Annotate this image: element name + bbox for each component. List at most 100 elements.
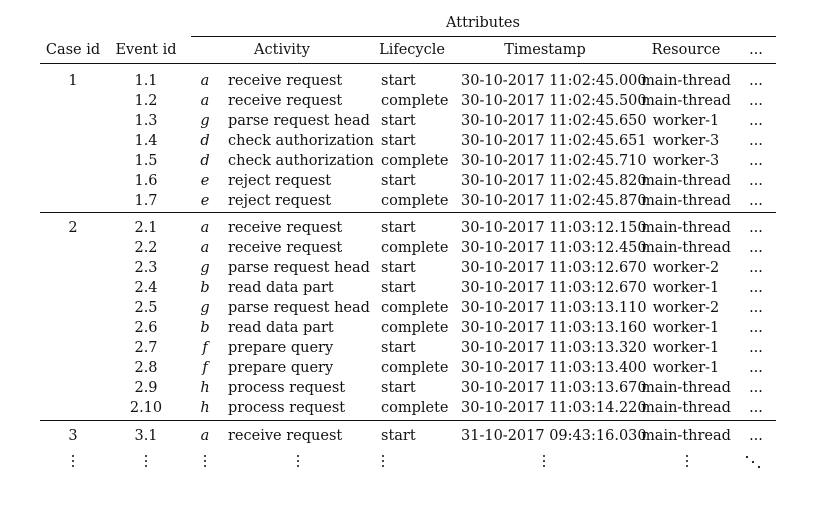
event-id-cell: 1.7 [134,193,158,209]
event-id-cell: 2.6 [134,320,158,336]
event-id-cell: 2.5 [134,300,158,316]
resource-cell: worker-1 [652,340,720,356]
col-header-activity: Activity [254,42,310,58]
event-id-cell: 2.9 [134,380,158,396]
timestamp-cell: 30-10-2017 11:02:45.710 [461,153,647,169]
lifecycle-cell: complete [381,93,449,109]
event-id-cell: 1.2 [134,93,158,109]
diagonal-ellipsis [745,455,761,469]
more-cell: ... [749,340,763,356]
activity-cell: receive request [228,240,343,256]
resource-cell: worker-2 [652,260,720,276]
lifecycle-cell: start [381,173,416,189]
lifecycle-cell: complete [381,320,449,336]
activity-cell: read data part [228,280,334,296]
timestamp-cell: 30-10-2017 11:03:13.160 [461,320,647,336]
activity-cell: receive request [228,220,343,236]
resource-cell: main-thread [641,240,731,256]
timestamp-cell: 30-10-2017 11:03:12.150 [461,220,647,236]
more-cell: ... [749,300,763,316]
activity-cell: reject request [228,173,332,189]
activity-cell: receive request [228,73,343,89]
timestamp-cell: 31-10-2017 09:43:16.030 [461,428,647,444]
lifecycle-cell: start [381,260,416,276]
more-cell: ... [749,133,763,149]
more-cell: ... [749,360,763,376]
activity-cell: read data part [228,320,334,336]
more-cell: ... [749,93,763,109]
more-cell: ... [749,73,763,89]
event-id-cell: 1.6 [134,173,158,189]
resource-cell: worker-1 [652,360,720,376]
col-header-resource: Resource [651,42,721,58]
activity-cell: prepare query [228,340,334,356]
lifecycle-cell: start [381,133,416,149]
event-id-cell: 1.4 [134,133,158,149]
lifecycle-cell: start [381,280,416,296]
timestamp-cell: 30-10-2017 11:02:45.651 [461,133,647,149]
more-cell: ... [749,240,763,256]
activity-code-cell: e [200,193,210,209]
activity-code-cell: g [200,260,210,276]
event-id-cell: 1.1 [134,73,158,89]
more-cell: ... [749,220,763,236]
vertical-ellipsis-activity [296,455,300,470]
activity-cell: parse request head [228,113,370,129]
resource-cell: main-thread [641,173,731,189]
activity-cell: parse request head [228,300,370,316]
activity-cell: process request [228,380,346,396]
activity-cell: receive request [228,428,343,444]
lifecycle-cell: start [381,428,416,444]
activity-code-cell: a [200,240,210,256]
resource-cell: worker-2 [652,300,720,316]
header-rule [40,63,776,64]
resource-cell: main-thread [641,93,731,109]
timestamp-cell: 30-10-2017 11:03:12.670 [461,260,647,276]
col-header-timestamp: Timestamp [504,42,586,58]
resource-cell: worker-3 [652,153,720,169]
lifecycle-cell: start [381,113,416,129]
timestamp-cell: 30-10-2017 11:03:13.320 [461,340,647,356]
col-header-lifecycle: Lifecycle [379,42,445,58]
timestamp-cell: 30-10-2017 11:02:45.650 [461,113,647,129]
case-id-cell: 1 [68,73,78,89]
case-separator-rule [40,420,776,421]
activity-code-cell: h [200,380,210,396]
resource-cell: main-thread [641,400,731,416]
timestamp-cell: 30-10-2017 11:02:45.820 [461,173,647,189]
case-separator-rule [40,212,776,213]
event-id-cell: 2.10 [129,400,163,416]
resource-cell: main-thread [641,428,731,444]
more-cell: ... [749,428,763,444]
timestamp-cell: 30-10-2017 11:02:45.500 [461,93,647,109]
activity-code-cell: h [200,400,210,416]
activity-code-cell: a [200,93,210,109]
timestamp-cell: 30-10-2017 11:02:45.870 [461,193,647,209]
timestamp-cell: 30-10-2017 11:03:13.670 [461,380,647,396]
more-cell: ... [749,113,763,129]
col-header-event-id: Event id [115,42,177,58]
resource-cell: main-thread [641,73,731,89]
event-id-cell: 2.1 [134,220,158,236]
attributes-header: Attributes [446,15,520,31]
lifecycle-cell: complete [381,300,449,316]
vertical-ellipsis-code [203,455,207,470]
more-cell: ... [749,280,763,296]
resource-cell: main-thread [641,193,731,209]
activity-cell: reject request [228,193,332,209]
activity-cell: receive request [228,93,343,109]
event-id-cell: 2.7 [134,340,158,356]
event-id-cell: 1.5 [134,153,158,169]
more-cell: ... [749,260,763,276]
event-id-cell: 3.1 [134,428,158,444]
timestamp-cell: 30-10-2017 11:03:12.450 [461,240,647,256]
resource-cell: main-thread [641,220,731,236]
lifecycle-cell: start [381,220,416,236]
activity-cell: process request [228,400,346,416]
timestamp-cell: 30-10-2017 11:03:14.220 [461,400,647,416]
resource-cell: worker-1 [652,320,720,336]
timestamp-cell: 30-10-2017 11:03:13.110 [461,300,647,316]
timestamp-cell: 30-10-2017 11:03:13.400 [461,360,647,376]
lifecycle-cell: complete [381,240,449,256]
timestamp-cell: 30-10-2017 11:03:12.670 [461,280,647,296]
